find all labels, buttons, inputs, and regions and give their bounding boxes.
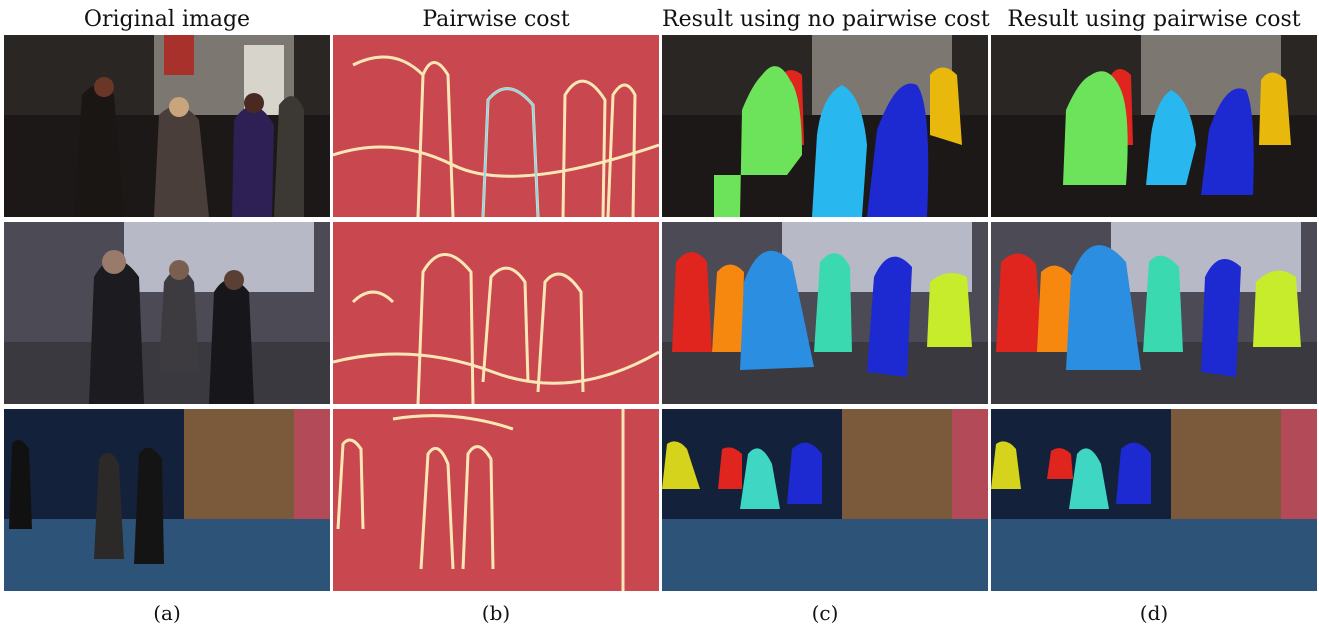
image-row3-pairwise-result	[991, 409, 1317, 591]
image-row3-pairwise-cost	[333, 409, 659, 591]
column-title-pairwise-cost: Pairwise cost	[422, 7, 570, 32]
image-row1-pairwise-cost	[333, 35, 659, 217]
image-row1-original	[4, 35, 330, 217]
sub-label-a: (a)	[153, 601, 181, 625]
column-title-original: Original image	[83, 7, 251, 32]
sub-label-c: (c)	[811, 601, 839, 625]
image-row2-pairwise-result	[991, 222, 1317, 404]
sub-label-b: (b)	[481, 601, 511, 625]
column-title-no-pairwise: Result using no pairwise cost	[662, 7, 990, 32]
column-title-with-pairwise: Result using pairwise cost	[1007, 7, 1301, 32]
image-row1-pairwise-result	[991, 35, 1317, 217]
image-row1-no-pairwise-result	[662, 35, 988, 217]
image-row3-no-pairwise-result	[662, 409, 988, 591]
image-row2-original	[4, 222, 330, 404]
image-row3-original	[4, 409, 330, 591]
image-row2-no-pairwise-result	[662, 222, 988, 404]
sub-label-d: (d)	[1139, 601, 1169, 625]
image-row2-pairwise-cost	[333, 222, 659, 404]
